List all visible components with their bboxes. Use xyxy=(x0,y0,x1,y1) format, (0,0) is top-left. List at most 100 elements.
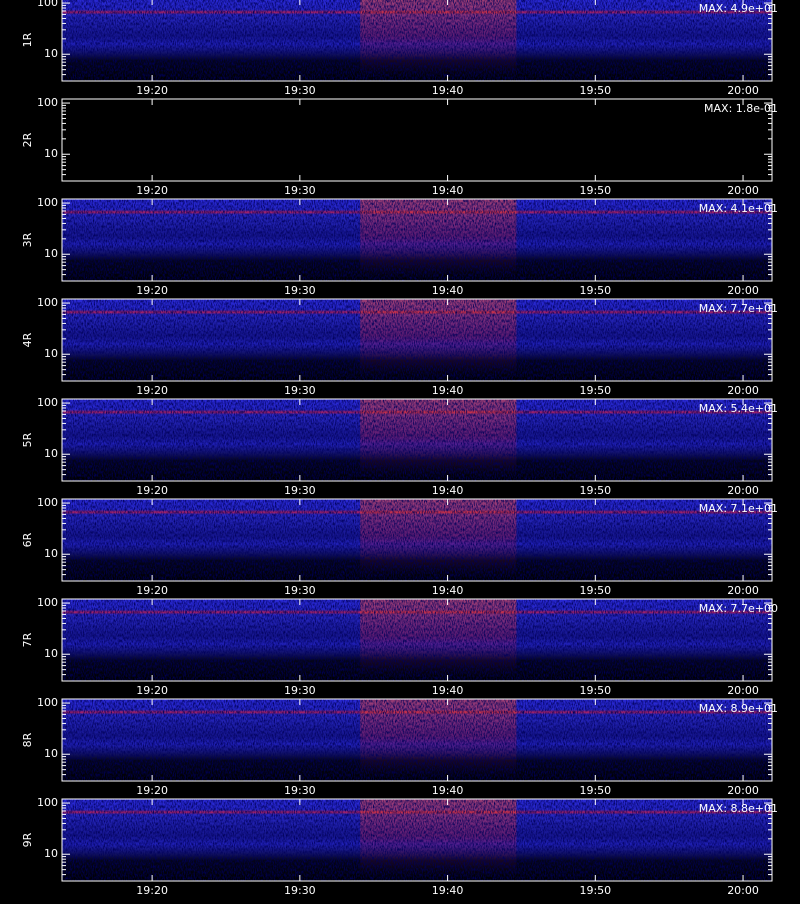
x-tick-label: 19:50 xyxy=(579,884,611,897)
x-tick-label: 19:50 xyxy=(579,284,611,297)
panel: 10 100 19:20 19:30 19:40 19:50 20:00 3R MAX: 4.1… xyxy=(21,196,778,297)
x-tick-label: 19:40 xyxy=(432,84,464,97)
x-tick-label: 19:30 xyxy=(284,484,316,497)
max-annotation: MAX: 5.4e+01 xyxy=(699,402,778,415)
y-tick-label: 100 xyxy=(37,0,58,9)
x-tick-label: 20:00 xyxy=(727,884,759,897)
x-tick-label: 19:20 xyxy=(136,584,168,597)
y-axis-label: 7R xyxy=(21,632,34,647)
y-tick-label: 100 xyxy=(37,96,58,109)
spectrogram-noise xyxy=(62,0,772,81)
spectrogram-noise xyxy=(62,199,772,281)
max-annotation: MAX: 4.1e+01 xyxy=(699,202,778,215)
y-tick-label: 100 xyxy=(37,596,58,609)
spectrogram-noise xyxy=(62,299,772,381)
panel: 10 100 19:20 19:30 19:40 19:50 20:00 8R MAX: 8.9… xyxy=(21,696,778,797)
x-tick-label: 19:20 xyxy=(136,884,168,897)
x-tick-label: 19:40 xyxy=(432,584,464,597)
y-axis-label: 5R xyxy=(21,432,34,447)
y-tick-label: 10 xyxy=(44,647,58,660)
spectrogram-noise xyxy=(62,399,772,481)
y-tick-label: 10 xyxy=(44,147,58,160)
spectrogram-noise xyxy=(62,499,772,581)
y-tick-label: 100 xyxy=(37,296,58,309)
y-tick-label: 10 xyxy=(44,447,58,460)
x-tick-label: 20:00 xyxy=(727,84,759,97)
x-tick-label: 19:40 xyxy=(432,784,464,797)
x-tick-label: 19:40 xyxy=(432,484,464,497)
y-tick-label: 100 xyxy=(37,796,58,809)
x-tick-label: 19:20 xyxy=(136,84,168,97)
plot-frame xyxy=(61,98,773,182)
y-tick-label: 10 xyxy=(44,847,58,860)
x-tick-label: 20:00 xyxy=(727,484,759,497)
x-tick-label: 19:50 xyxy=(579,584,611,597)
y-tick-label: 100 xyxy=(37,196,58,209)
plot-frame xyxy=(61,0,773,82)
x-tick-label: 20:00 xyxy=(727,784,759,797)
x-tick-label: 20:00 xyxy=(727,184,759,197)
plot-frame xyxy=(61,698,773,782)
x-tick-label: 19:50 xyxy=(579,384,611,397)
x-tick-label: 19:50 xyxy=(579,684,611,697)
plot-frame xyxy=(61,298,773,382)
y-tick-label: 10 xyxy=(44,347,58,360)
x-tick-label: 19:30 xyxy=(284,684,316,697)
spectrogram-noise xyxy=(62,799,772,881)
max-annotation: MAX: 7.1e+01 xyxy=(699,502,778,515)
x-tick-label: 19:20 xyxy=(136,784,168,797)
panel: 10 100 19:20 19:30 19:40 19:50 20:00 6R MAX: 7.1… xyxy=(21,496,778,597)
y-axis-label: 9R xyxy=(21,832,34,847)
y-axis-label: 4R xyxy=(21,332,34,347)
y-tick-label: 100 xyxy=(37,496,58,509)
x-tick-label: 20:00 xyxy=(727,384,759,397)
panel: 10 100 19:20 19:30 19:40 19:50 20:00 5R MAX: 5.4… xyxy=(21,396,778,497)
x-tick-label: 19:30 xyxy=(284,184,316,197)
y-axis-label: 1R xyxy=(21,32,34,47)
y-tick-label: 10 xyxy=(44,247,58,260)
x-tick-label: 19:30 xyxy=(284,384,316,397)
x-tick-label: 20:00 xyxy=(727,584,759,597)
plot-frame xyxy=(61,198,773,282)
x-tick-label: 20:00 xyxy=(727,684,759,697)
max-annotation: MAX: 7.7e+01 xyxy=(699,302,778,315)
y-axis-label: 2R xyxy=(21,132,34,147)
y-tick-label: 100 xyxy=(37,696,58,709)
x-tick-label: 19:40 xyxy=(432,284,464,297)
max-annotation: MAX: 8.8e+01 xyxy=(699,802,778,815)
y-axis-label: 3R xyxy=(21,232,34,247)
x-tick-label: 19:30 xyxy=(284,84,316,97)
y-tick-label: 10 xyxy=(44,547,58,560)
x-tick-label: 19:40 xyxy=(432,184,464,197)
x-tick-label: 19:50 xyxy=(579,784,611,797)
spectrogram-noise xyxy=(62,599,772,681)
y-tick-label: 10 xyxy=(44,747,58,760)
y-axis-label: 8R xyxy=(21,732,34,747)
x-tick-label: 19:20 xyxy=(136,684,168,697)
y-tick-label: 10 xyxy=(44,47,58,60)
max-annotation: MAX: 1.8e-01 xyxy=(704,102,778,115)
spectrogram-noise xyxy=(62,699,772,781)
x-tick-label: 19:50 xyxy=(579,484,611,497)
panel: 10 100 19:20 19:30 19:40 19:50 20:00 4R MAX: 7.7… xyxy=(21,296,778,397)
panel: 10 100 19:20 19:30 19:40 19:50 20:00 1R MAX: 4.9… xyxy=(21,0,778,97)
plot-frame xyxy=(61,498,773,582)
y-axis-label: 6R xyxy=(21,532,34,547)
max-annotation: MAX: 8.9e+01 xyxy=(699,702,778,715)
x-tick-label: 19:50 xyxy=(579,184,611,197)
panel: 10 100 19:20 19:30 19:40 19:50 20:00 7R MAX: 7.7… xyxy=(21,596,778,697)
max-annotation: MAX: 7.7e+00 xyxy=(699,602,778,615)
x-tick-label: 19:20 xyxy=(136,284,168,297)
x-tick-label: 19:20 xyxy=(136,384,168,397)
plot-frame xyxy=(61,798,773,882)
x-tick-label: 19:40 xyxy=(432,884,464,897)
x-tick-label: 19:50 xyxy=(579,84,611,97)
x-tick-label: 19:40 xyxy=(432,384,464,397)
x-tick-label: 19:40 xyxy=(432,684,464,697)
x-tick-label: 19:30 xyxy=(284,584,316,597)
x-tick-label: 19:30 xyxy=(284,284,316,297)
x-tick-label: 19:20 xyxy=(136,484,168,497)
x-tick-label: 19:30 xyxy=(284,884,316,897)
